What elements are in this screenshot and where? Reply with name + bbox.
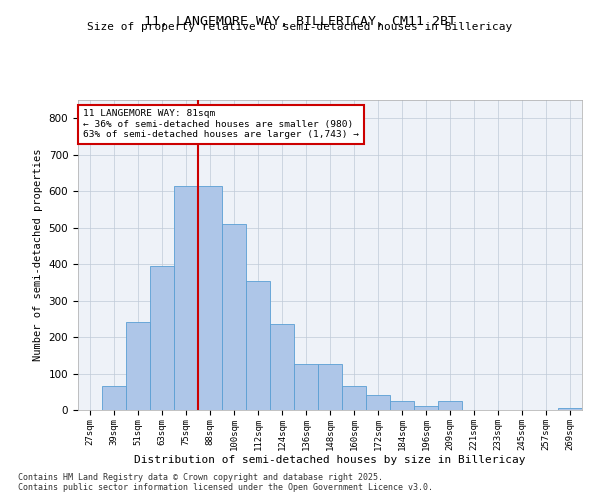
Text: Size of property relative to semi-detached houses in Billericay: Size of property relative to semi-detach… bbox=[88, 22, 512, 32]
Text: 11, LANGEMORE WAY, BILLERICAY, CM11 2BT: 11, LANGEMORE WAY, BILLERICAY, CM11 2BT bbox=[144, 15, 456, 28]
Bar bbox=[342, 386, 366, 410]
Bar bbox=[198, 186, 222, 410]
Text: Contains public sector information licensed under the Open Government Licence v3: Contains public sector information licen… bbox=[18, 482, 433, 492]
Bar bbox=[414, 406, 438, 410]
Text: Contains HM Land Registry data © Crown copyright and database right 2025.: Contains HM Land Registry data © Crown c… bbox=[18, 472, 383, 482]
Bar bbox=[558, 408, 582, 410]
X-axis label: Distribution of semi-detached houses by size in Billericay: Distribution of semi-detached houses by … bbox=[134, 456, 526, 466]
Bar bbox=[102, 386, 126, 410]
Bar bbox=[126, 322, 150, 410]
Bar bbox=[174, 186, 198, 410]
Text: 11 LANGEMORE WAY: 81sqm
← 36% of semi-detached houses are smaller (980)
63% of s: 11 LANGEMORE WAY: 81sqm ← 36% of semi-de… bbox=[83, 110, 359, 139]
Bar bbox=[246, 280, 270, 410]
Y-axis label: Number of semi-detached properties: Number of semi-detached properties bbox=[33, 149, 43, 361]
Bar bbox=[150, 266, 174, 410]
Bar bbox=[270, 324, 294, 410]
Bar bbox=[294, 364, 318, 410]
Bar bbox=[222, 224, 246, 410]
Bar bbox=[438, 401, 462, 410]
Bar bbox=[318, 364, 342, 410]
Bar bbox=[390, 401, 414, 410]
Bar bbox=[366, 396, 390, 410]
